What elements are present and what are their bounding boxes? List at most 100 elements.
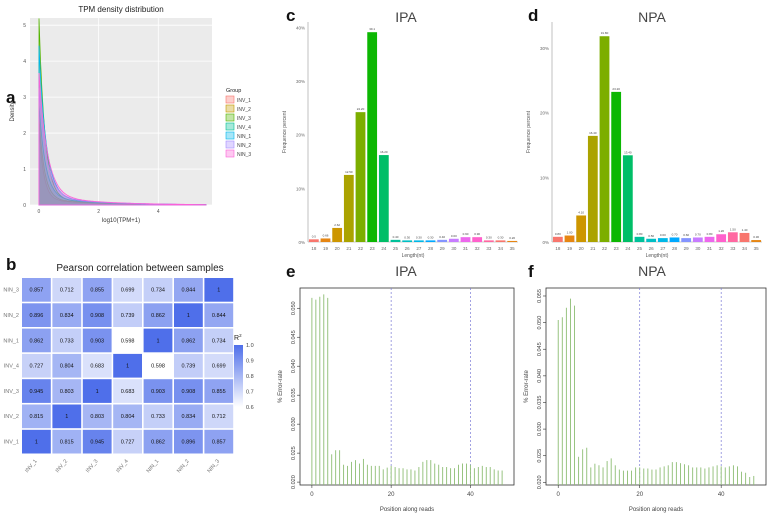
chart-d-bar-25 bbox=[634, 236, 645, 242]
chart-b-cell bbox=[22, 404, 51, 429]
chart-b-cell bbox=[174, 404, 203, 429]
chart-b-cell-label: 0.855 bbox=[90, 288, 104, 294]
chart-c-bar-30 bbox=[448, 238, 459, 242]
chart-b-cell bbox=[52, 379, 82, 403]
chart-b-row-label: NIN_2 bbox=[3, 313, 19, 319]
chart-d-value-label: 0.60 bbox=[660, 233, 666, 237]
chart-c-ytick-label: 10% bbox=[296, 186, 305, 191]
chart-b-cell-label: 0.815 bbox=[60, 439, 74, 445]
chart-c-xtick-label: 23 bbox=[370, 246, 376, 251]
chart-b-cell-label: 1 bbox=[96, 389, 99, 395]
chart-d-xtick-label: 35 bbox=[754, 246, 760, 251]
chart-b-cell-label: 1 bbox=[35, 439, 38, 445]
chart-c-bar-31 bbox=[460, 237, 471, 242]
chart-b-cell bbox=[204, 278, 234, 302]
chart-c-value-label: 0.60 bbox=[451, 234, 457, 238]
chart-b-legend-tick-label: 1.0 bbox=[246, 343, 254, 349]
chart-a-xlabel: log10(TPM+1) bbox=[102, 218, 140, 224]
chart-c-xtick-label: 19 bbox=[323, 246, 329, 251]
chart-e-ytick-label: 0.040 bbox=[291, 359, 297, 373]
chart-a-ytick-label: 0 bbox=[23, 203, 26, 209]
chart-c-xtick-label: 27 bbox=[416, 246, 422, 251]
chart-a-ytick-label: 3 bbox=[23, 95, 26, 101]
chart-d-bar-28 bbox=[669, 237, 680, 242]
chart-b-cell-label: 1 bbox=[156, 338, 159, 344]
chart-c-xtick-label: 26 bbox=[405, 246, 411, 251]
chart-b-cell bbox=[113, 404, 142, 429]
chart-c-value-label: 0.40 bbox=[393, 235, 399, 239]
chart-a-legend-key-INV_4 bbox=[225, 122, 235, 131]
chart-a-legend-label: NIN_1 bbox=[237, 134, 251, 140]
chart-b-cell bbox=[22, 278, 51, 302]
chart-e-xtick-label: 0 bbox=[310, 492, 314, 498]
chart-a-legend-label: INV_3 bbox=[237, 116, 251, 122]
chart-c-bar-26 bbox=[402, 240, 413, 242]
chart-e-ytick-label: 0.050 bbox=[291, 301, 297, 315]
chart-d-ytick-label: 30% bbox=[540, 46, 549, 51]
chart-b-cell-label: 0.862 bbox=[151, 313, 165, 319]
chart-e-title: IPA bbox=[395, 263, 417, 279]
chart-a-ytick-label: 5 bbox=[23, 23, 26, 29]
chart-d-xtick-label: 27 bbox=[660, 246, 666, 251]
chart-b-cell bbox=[82, 328, 112, 353]
chart-b-cell-label: 0.734 bbox=[151, 288, 165, 294]
chart-c-bar-19 bbox=[320, 238, 331, 242]
chart-d-value-label: 0.70 bbox=[672, 232, 678, 236]
chart-b-cell bbox=[22, 328, 51, 353]
chart-b-legend-title-superscript: 2 bbox=[239, 333, 242, 338]
chart-d-ytick-label: 20% bbox=[540, 111, 549, 116]
chart-a-title: TPM density distribution bbox=[78, 5, 163, 14]
chart-b-cell bbox=[82, 353, 112, 378]
chart-c-bar-34 bbox=[495, 240, 506, 242]
panel-letter-d: d bbox=[528, 6, 539, 25]
chart-b-cell-label: 0.598 bbox=[151, 364, 165, 370]
chart-b-cell-label: 0.844 bbox=[182, 288, 196, 294]
chart-b-cell-label: 0.896 bbox=[30, 313, 44, 319]
chart-d-bar-35 bbox=[751, 240, 762, 242]
chart-d-xtick-label: 19 bbox=[567, 246, 573, 251]
chart-c-value-label: 0.90 bbox=[463, 232, 469, 236]
chart-c-bar-18 bbox=[308, 239, 319, 242]
chart-c-xtick-label: 25 bbox=[393, 246, 399, 251]
chart-c-xtick-label: 28 bbox=[428, 246, 434, 251]
chart-b-legend-tick-label: 0.8 bbox=[246, 374, 254, 380]
chart-d-xtick-label: 21 bbox=[590, 246, 596, 251]
chart-d-ylabel: Frequence percent bbox=[526, 110, 532, 153]
chart-a-ytick-label: 2 bbox=[23, 131, 26, 137]
chart-a-legend-label: INV_2 bbox=[237, 107, 251, 113]
chart-c-value-label: 0.30 bbox=[498, 235, 504, 239]
chart-f-ytick-label: 0.025 bbox=[537, 449, 543, 463]
chart-b-cell-label: 0.908 bbox=[90, 313, 104, 319]
chart-d-xtick-label: 31 bbox=[707, 246, 713, 251]
chart-b-row-label: INV_4 bbox=[4, 364, 19, 370]
chart-d-bar-21 bbox=[587, 135, 598, 242]
chart-a-legend-title: Group bbox=[226, 88, 241, 94]
chart-d-value-label: 13.40 bbox=[624, 150, 632, 154]
chart-c-bar-29 bbox=[437, 239, 448, 242]
chart-b-cell-label: 0.803 bbox=[60, 389, 74, 395]
chart-b-cell-label: 0.733 bbox=[60, 338, 74, 344]
chart-b-cell-label: 0.945 bbox=[30, 389, 44, 395]
chart-f-xtick-label: 40 bbox=[718, 492, 725, 498]
panel-letter-f: f bbox=[528, 262, 534, 281]
chart-a-legend-label: INV_4 bbox=[237, 125, 251, 131]
chart-b-row-label: INV_1 bbox=[4, 439, 19, 445]
chart-f-xlabel: Position along reads bbox=[629, 507, 683, 513]
chart-b-cell bbox=[113, 429, 142, 454]
chart-b-col-label: NIN_1 bbox=[146, 459, 161, 475]
chart-d-xtick-label: 29 bbox=[684, 246, 690, 251]
chart-d-value-label: 0.50 bbox=[648, 234, 654, 238]
chart-a-legend-key-NIN_1 bbox=[225, 131, 235, 140]
chart-b-cell-label: 0.734 bbox=[212, 338, 226, 344]
chart-c-bar-33 bbox=[483, 240, 494, 242]
chart-c-ylabel: Frequence percent bbox=[282, 110, 288, 153]
chart-b-cell-label: 0.804 bbox=[60, 364, 74, 370]
chart-b-cell bbox=[174, 379, 203, 403]
chart-b-cell bbox=[174, 429, 203, 454]
chart-f-ytick-label: 0.055 bbox=[537, 289, 543, 303]
chart-a-legend-key-NIN_2 bbox=[225, 140, 235, 149]
chart-b-cell bbox=[143, 379, 173, 403]
chart-a-xtick-label: 0 bbox=[38, 209, 41, 215]
chart-b-cell bbox=[113, 278, 142, 302]
